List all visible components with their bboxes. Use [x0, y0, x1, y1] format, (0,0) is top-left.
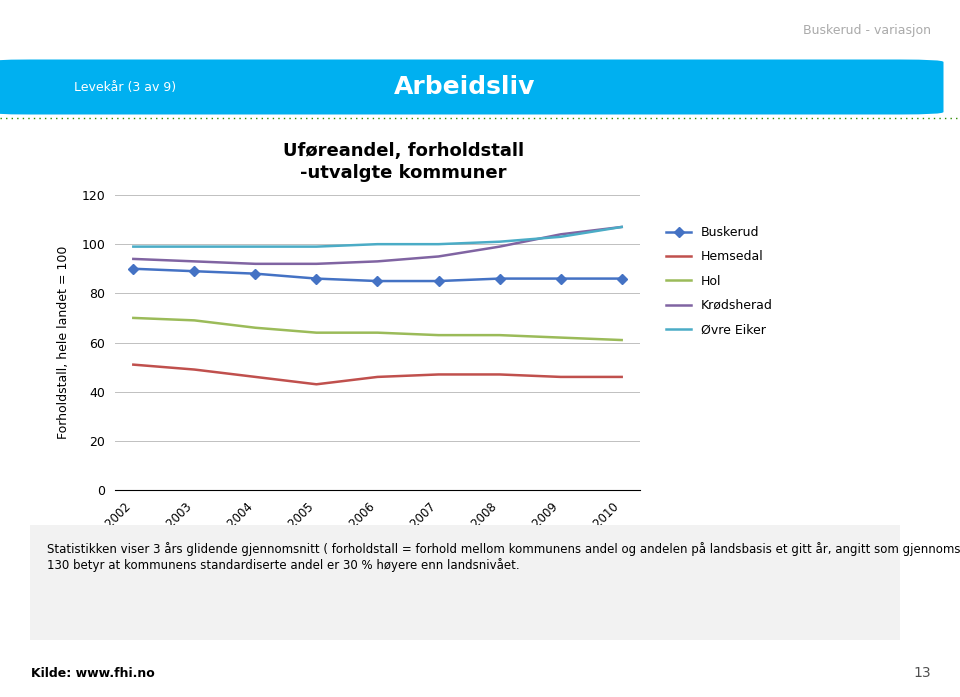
Text: Kilde: www.fhi.no: Kilde: www.fhi.no: [31, 666, 155, 680]
Text: Statistikken viser 3 års glidende gjennomsnitt ( forholdstall = forhold mellom k: Statistikken viser 3 års glidende gjenno…: [47, 542, 960, 572]
Legend: Buskerud, Hemsedal, Hol, Krødsherad, Øvre Eiker: Buskerud, Hemsedal, Hol, Krødsherad, Øvr…: [666, 227, 773, 336]
Text: 13: 13: [914, 666, 931, 680]
Y-axis label: Forholdstall, hele landet = 100: Forholdstall, hele landet = 100: [58, 246, 70, 439]
Text: Arbeidsliv: Arbeidsliv: [395, 75, 536, 99]
Text: Levekår (3 av 9): Levekår (3 av 9): [74, 80, 176, 93]
Text: Uføreandel, forholdstall
-utvalgte kommuner: Uføreandel, forholdstall -utvalgte kommu…: [282, 142, 524, 182]
FancyBboxPatch shape: [0, 59, 944, 114]
Text: Buskerud - variasjon: Buskerud - variasjon: [804, 24, 931, 38]
FancyBboxPatch shape: [12, 523, 918, 643]
